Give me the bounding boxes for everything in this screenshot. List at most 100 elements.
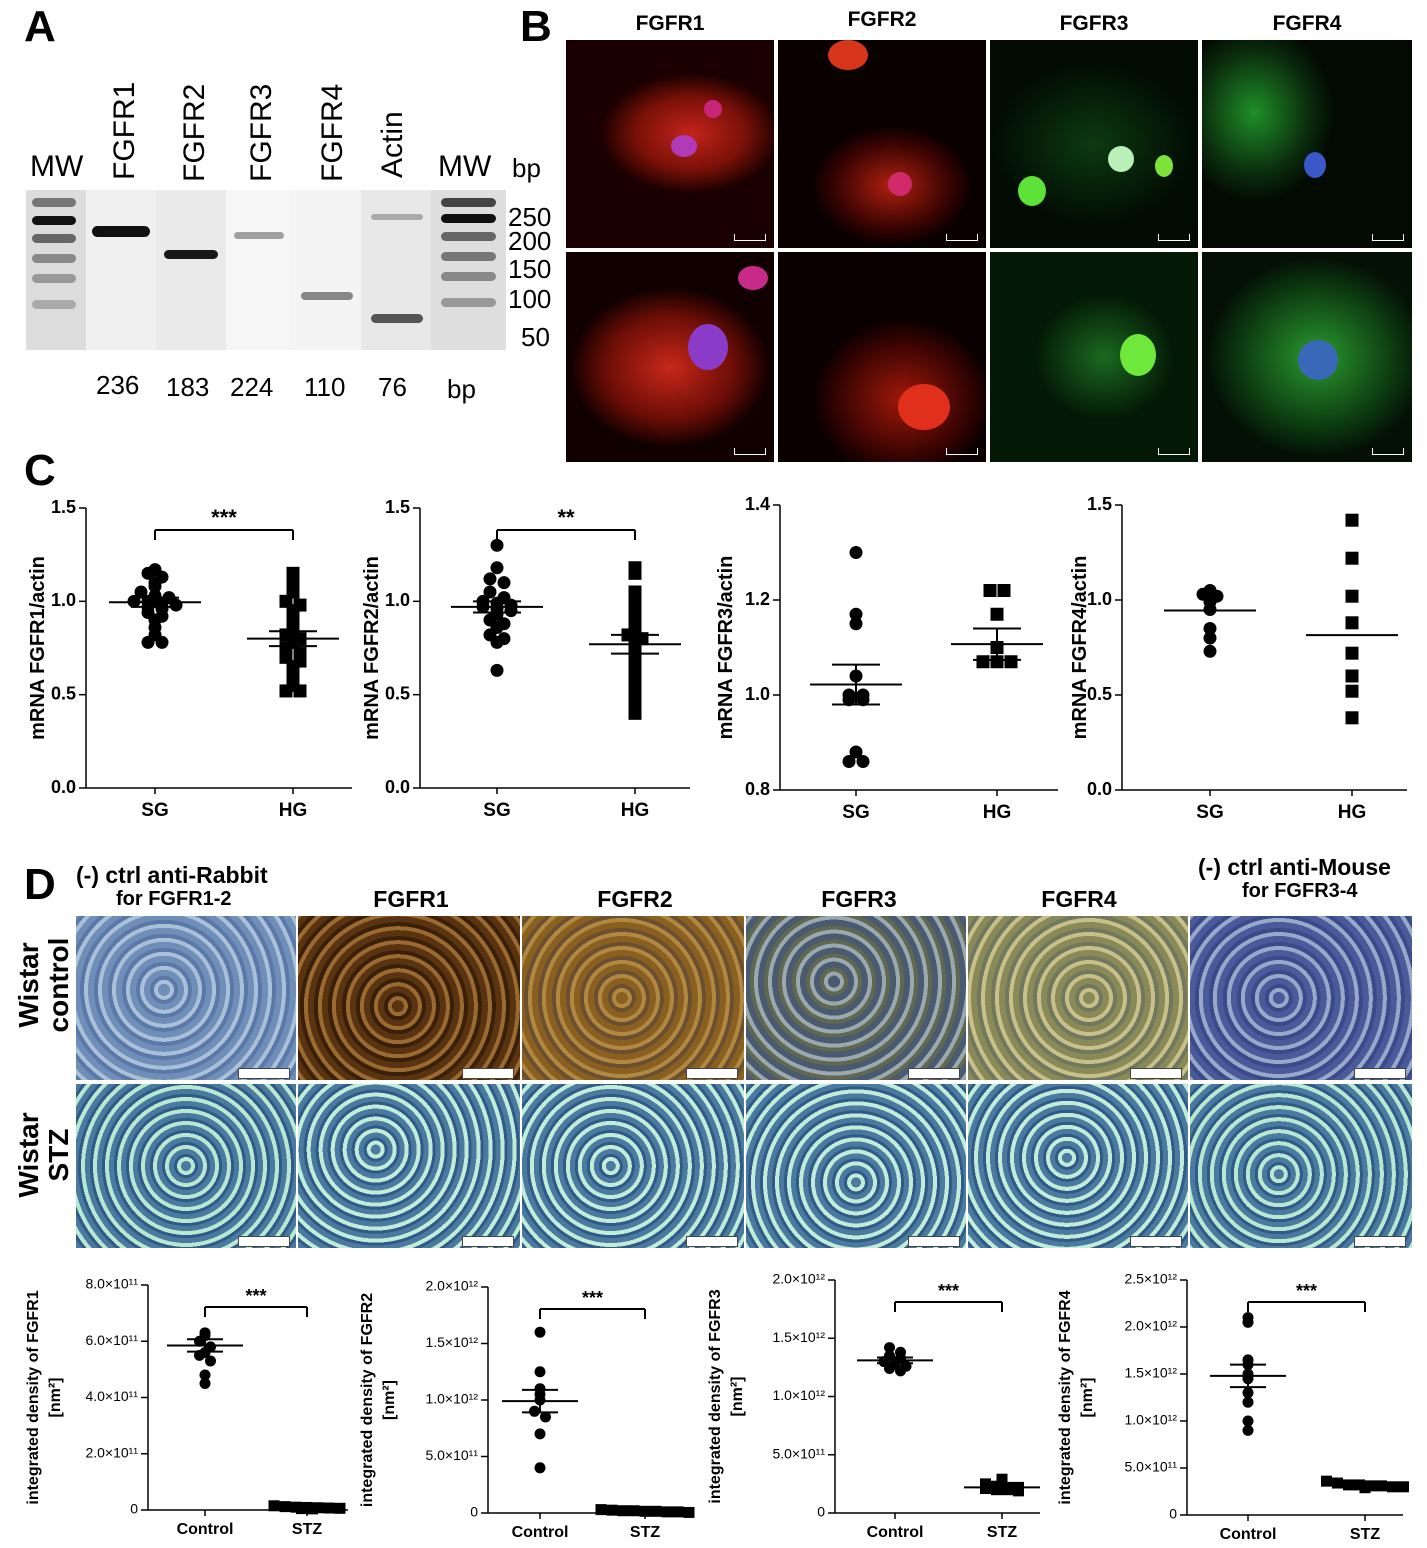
point-1-1-13 [293, 647, 307, 661]
histo-control-neg-mouse [1190, 916, 1412, 1080]
point-8-0-9 [1242, 1424, 1254, 1436]
y-axis-label-3: mRNA FGFR3/actin [715, 556, 737, 740]
point-1-0-2 [155, 570, 169, 584]
y-tick-label-1-0: 0.0 [51, 777, 76, 797]
point-2-1-13 [628, 660, 642, 674]
category-label-8-0: Control [1220, 1526, 1277, 1543]
y-tick-label-4-2: 1.0 [1087, 589, 1112, 609]
row-label-stz-line1: Wistar [13, 1112, 44, 1198]
point-1-1-5 [286, 604, 300, 618]
y-tick-label-6-4: 2.0×10¹² [425, 1278, 478, 1294]
y-tick-label-1-3: 1.5 [51, 497, 76, 517]
y-axis-unit-7: [nm²] [729, 1377, 746, 1417]
point-1-1-17 [286, 665, 300, 679]
panel-label-d: D [24, 860, 56, 909]
category-label-2-0: SG [483, 800, 510, 821]
point-3-1-2 [990, 607, 1004, 621]
y-tick-label-6-2: 1.0×10¹² [425, 1391, 478, 1407]
point-2-0-6 [476, 594, 490, 608]
point-2-1-16 [628, 678, 642, 692]
histo-control-fgfr3 [746, 916, 966, 1080]
signif-label-2: ** [557, 505, 575, 530]
gel-label-mw-right: MW [438, 150, 492, 183]
point-2-0-0 [490, 538, 504, 552]
point-8-0-5 [1242, 1373, 1254, 1385]
gel-bp-footer: bp [447, 374, 476, 404]
point-6-1-7 [672, 1506, 684, 1518]
point-5-0-4 [199, 1347, 211, 1358]
point-2-0-10 [490, 602, 504, 616]
microscopy-title-fgfr3: FGFR3 [1059, 12, 1129, 35]
point-2-1-8 [621, 628, 635, 642]
point-1-0-9 [141, 594, 155, 608]
gel-bp-header: bp [512, 153, 541, 183]
gel-label-fgfr4: FGFR4 [316, 83, 349, 182]
point-3-0-10 [856, 755, 870, 768]
y-tick-label-3-0: 0.8 [745, 779, 770, 799]
point-2-1-1 [628, 566, 642, 580]
point-1-0-17 [148, 620, 162, 634]
histo-stz-neg-rabbit [76, 1084, 296, 1248]
point-5-1-7 [296, 1503, 307, 1515]
micro-fgfr4-top [1202, 40, 1412, 248]
point-7-0-6 [900, 1360, 912, 1372]
point-5-1-8 [307, 1503, 318, 1515]
category-label-5-1: STZ [292, 1521, 322, 1538]
y-tick-label-7-0: 0 [817, 1504, 825, 1520]
y-tick-label-5-3: 6.0×10¹¹ [85, 1332, 138, 1348]
gel-label-mw-left: MW [30, 150, 84, 183]
point-2-1-14 [628, 665, 642, 679]
y-tick-label-5-4: 8.0×10¹¹ [85, 1276, 138, 1292]
histo-stz-neg-mouse [1190, 1084, 1412, 1248]
histo-title-fgfr2: FGFR2 [597, 886, 673, 912]
y-axis-label-8: integrated density of FGFR4 [1057, 1290, 1074, 1504]
y-tick-label-7-1: 5.0×10¹¹ [772, 1445, 825, 1461]
y-axis-label-1: mRNA FGFR1/actin [27, 556, 49, 740]
point-3-0-7 [856, 693, 870, 707]
point-6-0-3 [534, 1388, 546, 1400]
point-6-0-4 [534, 1394, 546, 1406]
panel-label-b: B [520, 2, 552, 51]
point-3-0-8 [849, 745, 863, 759]
y-tick-label-2-2: 1.0 [385, 590, 410, 610]
point-2-0-17 [497, 632, 511, 646]
point-1-0-11 [169, 598, 183, 612]
y-tick-label-5-1: 2.0×10¹¹ [85, 1444, 138, 1460]
micro-fgfr2-bottom [778, 252, 986, 462]
point-1-1-18 [286, 673, 300, 687]
micro-fgfr1-bottom [566, 252, 774, 462]
point-3-1-0 [983, 584, 997, 597]
point-1-0-16 [148, 613, 162, 627]
point-7-1-5 [980, 1483, 991, 1495]
point-5-1-1 [279, 1501, 291, 1513]
y-axis-unit-6: [nm²] [381, 1380, 398, 1420]
category-label-7-1: STZ [987, 1524, 1017, 1541]
point-2-0-13 [483, 613, 497, 627]
micro-fgfr3-top [990, 40, 1198, 248]
point-1-1-4 [293, 598, 307, 612]
point-5-0-1 [199, 1330, 211, 1342]
category-label-6-0: Control [512, 1524, 569, 1541]
y-tick-label-8-1: 5.0×10¹¹ [1124, 1459, 1177, 1475]
marker-150: 150 [508, 254, 552, 284]
point-1-1-0 [286, 566, 300, 580]
point-1-1-2 [286, 585, 300, 599]
point-1-0-15 [155, 609, 169, 623]
point-8-0-8 [1242, 1415, 1254, 1427]
point-8-0-6 [1242, 1387, 1254, 1399]
point-7-0-7 [884, 1363, 895, 1375]
point-5-0-6 [205, 1355, 216, 1367]
y-tick-label-2-0: 0.0 [385, 777, 410, 797]
point-1-0-4 [148, 579, 162, 593]
point-3-0-9 [842, 755, 856, 768]
micro-fgfr4-bottom [1202, 252, 1412, 462]
signif-label-1: *** [211, 505, 237, 530]
point-8-1-6 [1387, 1481, 1398, 1493]
point-1-0-14 [141, 606, 155, 620]
point-1-1-16 [286, 660, 300, 674]
point-2-1-19 [628, 706, 642, 720]
point-4-0-5 [1203, 622, 1217, 635]
point-2-0-15 [490, 620, 504, 634]
point-5-0-2 [194, 1335, 205, 1347]
category-label-1-1: HG [279, 800, 308, 821]
